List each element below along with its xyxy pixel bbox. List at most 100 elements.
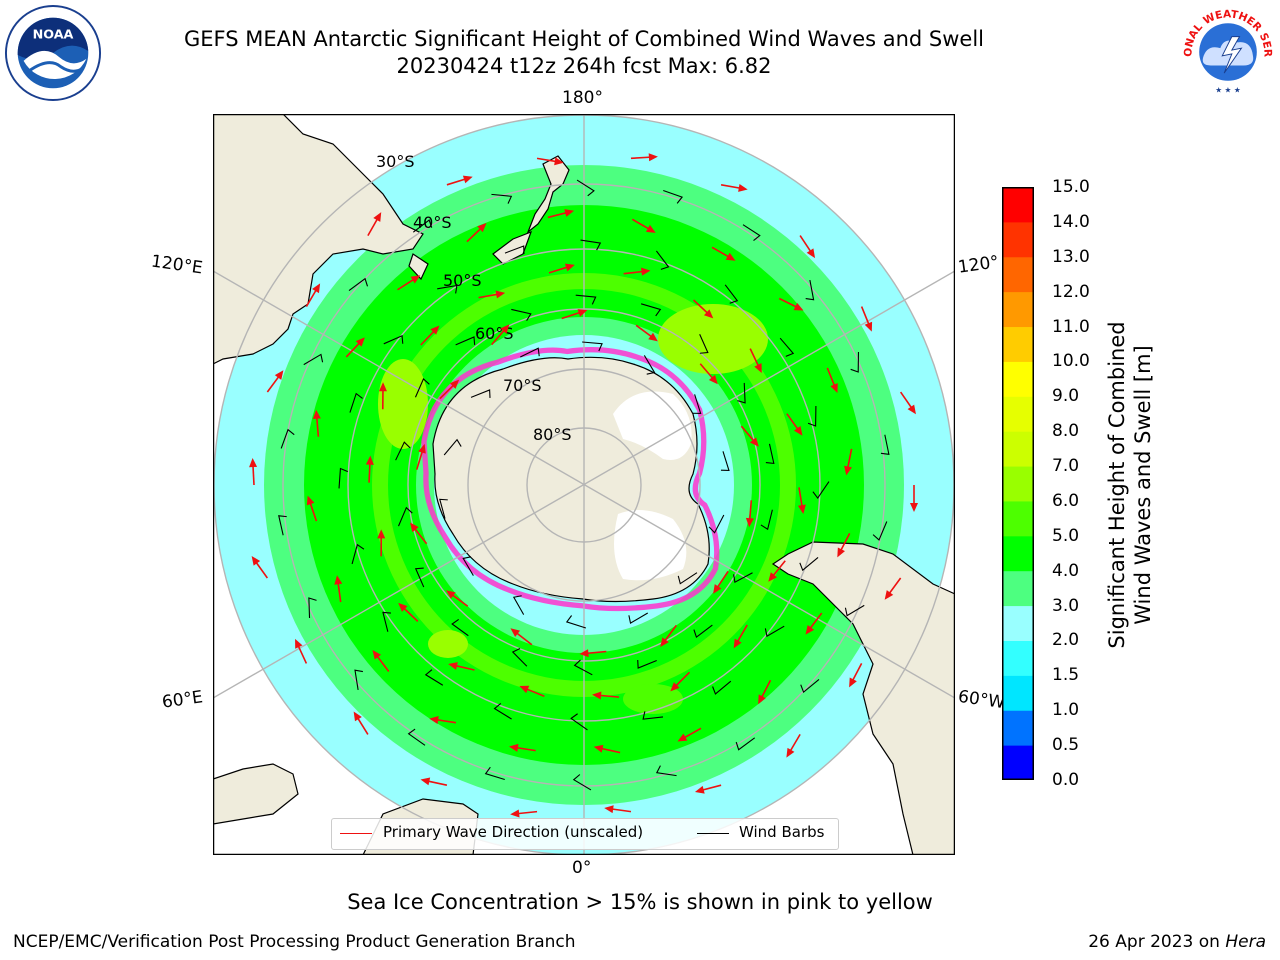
wind-barb	[414, 377, 430, 398]
wave-arrow	[745, 500, 754, 528]
wave-arrow	[334, 575, 343, 603]
wave-arrow	[536, 157, 564, 166]
wind-barb	[407, 728, 426, 746]
wind-barb	[708, 514, 725, 534]
wind-barb	[570, 713, 588, 731]
svg-text:★ ★ ★: ★ ★ ★	[1215, 85, 1241, 94]
wind-barb	[504, 245, 525, 255]
colorbar-segment	[1002, 640, 1034, 676]
wind-barb	[484, 766, 505, 781]
colorbar-title-line1: Significant Height of Combined	[1105, 321, 1129, 648]
wave-arrow	[466, 223, 487, 243]
colorbar-tick-label: 4.0	[1052, 560, 1080, 581]
colorbar-tick-label: 14.0	[1052, 211, 1090, 232]
wind-barb	[799, 556, 819, 572]
wave-arrow	[786, 413, 803, 436]
wave-arrow	[446, 175, 473, 186]
colorbar-segment	[1002, 431, 1034, 467]
wind-barb	[520, 347, 540, 358]
wind-barb	[737, 382, 746, 404]
lat-label-40s: 40°S	[413, 213, 452, 232]
wave-arrow	[377, 529, 386, 557]
colorbar-segment	[1002, 221, 1034, 258]
wave-arrow	[768, 560, 786, 582]
colorbar-tick-label: 12.0	[1052, 281, 1090, 302]
wave-arrow	[805, 612, 823, 635]
colorbar-segment	[1002, 745, 1034, 780]
nws-logo-icon: NATIONAL WEATHER SERVICE ★ ★ ★	[1180, 4, 1275, 99]
wave-arrow	[799, 235, 816, 259]
lon-label-0: 0°	[572, 858, 592, 878]
legend-wave-line	[340, 833, 372, 834]
colorbar-tick-label: 13.0	[1052, 246, 1090, 267]
wave-arrow	[733, 624, 748, 649]
wave-arrow	[561, 309, 588, 320]
wave-arrow	[510, 809, 538, 818]
wind-barb	[303, 353, 324, 366]
wind-barb	[582, 341, 603, 352]
wind-barb	[565, 615, 587, 629]
wave-arrow	[372, 649, 390, 672]
wind-barb	[764, 625, 785, 638]
wind-barb	[414, 567, 425, 588]
wave-arrow	[519, 685, 545, 698]
footer-date-text: 26 Apr 2023 on	[1088, 932, 1226, 952]
wave-arrow	[592, 691, 620, 700]
wind-barb	[395, 441, 411, 461]
lon-label-180: 180°	[562, 88, 603, 108]
wind-barb	[733, 572, 753, 584]
wind-barb	[812, 481, 830, 499]
wave-arrow	[306, 495, 318, 522]
wind-barbs	[278, 179, 890, 791]
wave-arrow	[910, 485, 918, 512]
noaa-logo-icon: NOAA	[4, 4, 102, 102]
colorbar-tick-label: 9.0	[1052, 386, 1080, 407]
wind-barb	[383, 334, 404, 345]
colorbar-segment	[1002, 535, 1034, 572]
wind-barb	[354, 669, 363, 691]
wind-barb	[655, 250, 670, 270]
colorbar-segment	[1002, 466, 1034, 502]
colorbar-segment	[1002, 605, 1034, 641]
wind-barb	[637, 659, 657, 669]
wave-arrow	[365, 455, 374, 483]
wave-arrow	[711, 246, 736, 261]
wave-arrow	[478, 290, 506, 299]
colorbar-tick-label: 1.5	[1052, 665, 1080, 686]
wind-barb	[397, 506, 413, 527]
wind-barb	[640, 303, 662, 317]
sea-ice-note: Sea Ice Concentration > 15% is shown in …	[347, 890, 933, 914]
wind-barb	[439, 498, 448, 519]
wind-barb	[628, 612, 649, 625]
wind-barb	[742, 224, 761, 241]
wave-arrow	[692, 299, 714, 319]
legend-wave-label: Primary Wave Direction (unscaled)	[383, 823, 644, 841]
wave-arrow	[439, 379, 460, 400]
colorbar-tick-label: 10.0	[1052, 351, 1090, 372]
wind-barb	[348, 277, 369, 292]
colorbar-tick-label: 2.0	[1052, 630, 1080, 651]
lon-label-120e: 120°E	[149, 251, 204, 279]
wind-barb	[575, 294, 597, 305]
colorbar-tick-label: 3.0	[1052, 595, 1080, 616]
wave-arrow	[740, 425, 759, 447]
wave-arrow	[797, 487, 806, 514]
colorbar-segment	[1002, 256, 1034, 293]
wave-arrow	[491, 324, 510, 346]
colorbar-segment	[1002, 361, 1034, 397]
wave-arrow	[844, 448, 853, 476]
wave-arrow	[660, 624, 677, 648]
colorbar-segment	[1002, 326, 1034, 362]
wave-arrow	[446, 590, 469, 607]
colorbar-tick-label: 1.0	[1052, 700, 1080, 721]
wave-arrow	[593, 744, 621, 754]
colorbar-segment	[1002, 675, 1034, 711]
wave-arrow	[837, 532, 851, 558]
wind-barb	[511, 308, 532, 321]
wind-barb	[699, 334, 709, 354]
wind-barb	[424, 669, 444, 686]
wave-arrow	[420, 777, 448, 786]
wind-barb	[572, 774, 592, 791]
wind-barb	[351, 543, 365, 565]
colorbar-segment	[1002, 187, 1034, 223]
